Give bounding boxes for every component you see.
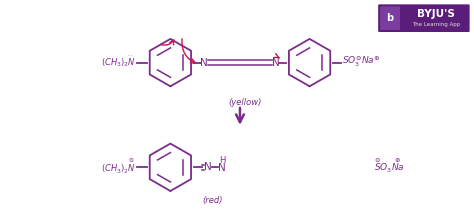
- Text: $SO_3^{\ominus}Na^{\oplus}$: $SO_3^{\ominus}Na^{\oplus}$: [342, 55, 381, 69]
- Text: $(CH_3)_2\overset{..}{N}$: $(CH_3)_2\overset{..}{N}$: [101, 54, 136, 69]
- Text: N: N: [218, 163, 226, 173]
- Text: N: N: [204, 162, 212, 172]
- FancyBboxPatch shape: [378, 4, 470, 32]
- Text: (yellow): (yellow): [228, 98, 262, 107]
- FancyBboxPatch shape: [380, 6, 400, 30]
- Text: BYJU'S: BYJU'S: [417, 9, 455, 19]
- Text: N: N: [201, 58, 208, 68]
- Text: $(CH_3)_2\overset{\ominus}{N}$: $(CH_3)_2\overset{\ominus}{N}$: [101, 157, 136, 175]
- Text: $\overset{\ominus}{S}O_3\overset{\oplus}{Na}$: $\overset{\ominus}{S}O_3\overset{\oplus}…: [374, 157, 404, 175]
- Text: b: b: [386, 13, 394, 23]
- Text: The Learning App: The Learning App: [412, 22, 460, 27]
- Text: (red): (red): [202, 196, 222, 205]
- Text: N: N: [272, 58, 280, 68]
- Text: H: H: [219, 156, 225, 165]
